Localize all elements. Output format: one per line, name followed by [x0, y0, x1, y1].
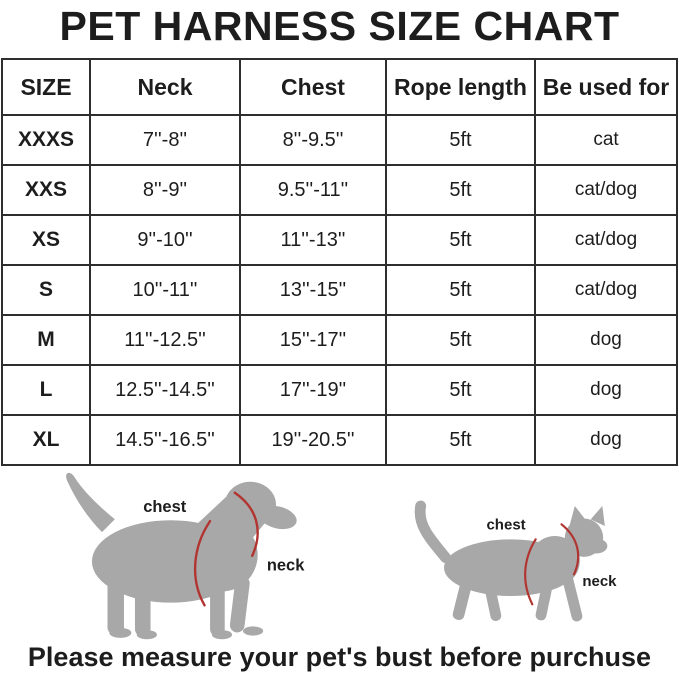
table-cell: 14.5''-16.5'' — [89, 414, 241, 467]
cat-illustration: chest neck — [414, 500, 617, 622]
table-cell: cat/dog — [534, 164, 678, 217]
dog-neck-label: neck — [267, 557, 305, 575]
table-cell: 9.5''-11'' — [239, 164, 387, 217]
table-cell: 5ft — [385, 364, 536, 417]
table-cell: 9''-10'' — [89, 214, 241, 267]
cat-silhouette-icon — [444, 506, 608, 622]
dog-neck-line — [233, 491, 259, 558]
table-cell: 5ft — [385, 214, 536, 267]
table-cell: XXXS — [1, 114, 91, 167]
cat-tail — [414, 500, 452, 564]
table-cell: L — [1, 364, 91, 417]
column-header: SIZE — [1, 58, 91, 117]
table-cell: 8''-9'' — [89, 164, 241, 217]
table-row: S 10''-11'' 13''-15'' 5ft cat/dog — [1, 264, 678, 317]
cat-neck-label: neck — [582, 573, 617, 590]
table-row: M 11''-12.5'' 15''-17'' 5ft dog — [1, 314, 678, 367]
table-cell: dog — [534, 314, 678, 367]
table-cell: cat/dog — [534, 214, 678, 267]
column-header: Rope length — [385, 58, 536, 117]
column-header: Neck — [89, 58, 241, 117]
table-cell: 17''-19'' — [239, 364, 387, 417]
footer-note: Please measure your pet's bust before pu… — [27, 642, 652, 673]
table-row: XXS 8''-9'' 9.5''-11'' 5ft cat/dog — [1, 164, 678, 217]
table-cell: dog — [534, 364, 678, 417]
table-cell: 5ft — [385, 114, 536, 167]
size-chart-table: SIZE Neck Chest Rope length Be used for XXXS… — [1, 58, 678, 467]
dog-silhouette-icon — [66, 473, 297, 640]
table-cell: cat/dog — [534, 264, 678, 317]
column-header: Chest — [239, 58, 387, 117]
table-row: L 12.5''-14.5'' 17''-19'' 5ft dog — [1, 364, 678, 417]
table-cell: 8''-9.5'' — [239, 114, 387, 167]
table-cell: cat — [534, 114, 678, 167]
table-cell: dog — [534, 414, 678, 467]
dog-chest-line — [193, 520, 212, 607]
table-row: XXXS 7''-8'' 8''-9.5'' 5ft cat — [1, 114, 678, 167]
page-title: PET HARNESS SIZE CHART — [59, 3, 620, 49]
table-cell: 11''-12.5'' — [89, 314, 241, 367]
table-cell: 19''-20.5'' — [239, 414, 387, 467]
table-cell: XL — [1, 414, 91, 467]
table-cell: 10''-11'' — [89, 264, 241, 317]
cat-diagram: chest neck — [373, 486, 665, 641]
table-row: XL 14.5''-16.5'' 19''-20.5'' 5ft dog — [1, 414, 678, 467]
table-cell: M — [1, 314, 91, 367]
table-cell: XS — [1, 214, 91, 267]
table-cell: 5ft — [385, 414, 536, 467]
cat-neck-line — [560, 523, 580, 576]
column-header: Be used for — [534, 58, 678, 117]
header-row: SIZE Neck Chest Rope length Be used for — [1, 58, 678, 117]
table-cell: 5ft — [385, 164, 536, 217]
table-cell: 12.5''-14.5'' — [89, 364, 241, 417]
table-cell: 5ft — [385, 264, 536, 317]
size-table-body: XXXS 7''-8'' 8''-9.5'' 5ft cat XXS 8''-9'' 9.5'… — [1, 114, 678, 467]
cat-chest-line — [524, 538, 537, 606]
table-cell: 11''-13'' — [239, 214, 387, 267]
table-cell: 15''-17'' — [239, 314, 387, 367]
table-cell: 7''-8'' — [89, 114, 241, 167]
dog-illustration: chest neck — [66, 473, 305, 640]
dog-chest-label: chest — [143, 498, 187, 516]
table-cell: 13''-15'' — [239, 264, 387, 317]
table-row: XS 9''-10'' 11''-13'' 5ft cat/dog — [1, 214, 678, 267]
dog-diagram: chest neck — [30, 468, 348, 647]
cat-chest-label: chest — [486, 516, 525, 533]
table-cell: S — [1, 264, 91, 317]
table-cell: XXS — [1, 164, 91, 217]
table-cell: 5ft — [385, 314, 536, 367]
measurement-diagrams: chest neck chest neck — [0, 466, 679, 640]
